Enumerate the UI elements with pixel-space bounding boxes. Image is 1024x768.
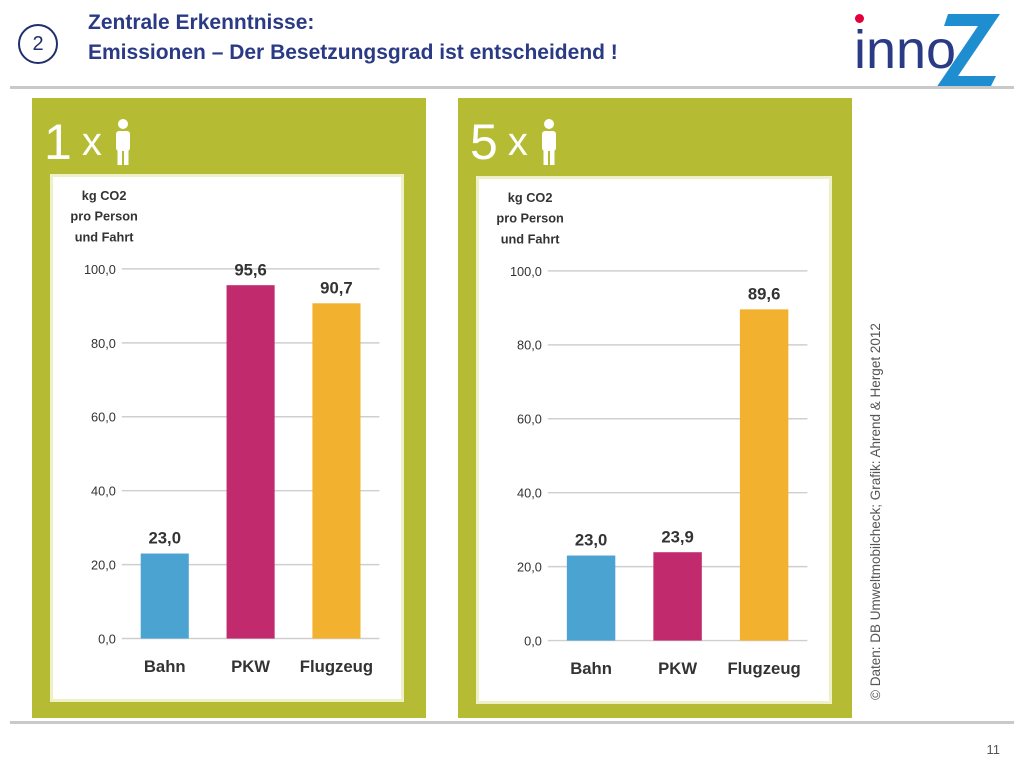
person-icon [115, 119, 130, 165]
value-label-bahn: 23,0 [148, 529, 181, 548]
y-tick-label: 100,0 [510, 264, 542, 279]
person-icon [541, 119, 556, 165]
y-tick-label: 20,0 [91, 558, 116, 573]
y-tick-label: 60,0 [517, 412, 542, 427]
y-axis-title-line: pro Person [496, 211, 563, 226]
category-label-pkw: PKW [231, 657, 270, 676]
value-label-flugzeug: 90,7 [320, 278, 353, 297]
y-tick-label: 100,0 [84, 262, 116, 277]
y-tick-label: 40,0 [91, 484, 116, 499]
panel-heading: 1 x [44, 112, 132, 172]
y-tick-label: 60,0 [91, 410, 116, 425]
bar-chart-1-svg: kg CO2 pro Person und Fahrt 0,0 20,0 40,0 60,0… [70, 188, 380, 676]
footer-divider [10, 721, 1014, 724]
y-axis-title-line: kg CO2 [508, 190, 553, 205]
header-divider [10, 86, 1014, 89]
y-tick-label: 20,0 [517, 560, 542, 575]
y-axis-title-line: und Fahrt [75, 229, 135, 244]
y-tick-label: 80,0 [91, 336, 116, 351]
times-sign: x [81, 120, 102, 164]
data-credit: © Daten: DB Umweltmobilcheck; Grafik: Ah… [868, 323, 883, 700]
y-tick-label: 0,0 [98, 631, 116, 646]
bar-chart-2-svg: kg CO2 pro Person und Fahrt 0,0 20,0 40,0 60,0… [496, 190, 808, 678]
times-sign: x [507, 120, 528, 164]
bar-bahn [140, 553, 189, 639]
bar-chart-2: kg CO2 pro Person und Fahrt 0,0 20,0 40,0 60,0… [476, 176, 832, 704]
y-tick-label: 80,0 [517, 338, 542, 353]
y-tick-label: 0,0 [524, 633, 542, 648]
panel-heading: 5 x [470, 112, 558, 172]
y-axis-title-line: und Fahrt [501, 231, 561, 246]
bar-pkw [653, 552, 702, 641]
bar-flugzeug [739, 309, 789, 641]
category-label-flugzeug: Flugzeug [727, 659, 800, 678]
page-number: 11 [986, 742, 1001, 757]
logo-z-mark [936, 14, 1000, 88]
y-axis-title-line: pro Person [70, 209, 137, 224]
inno-logo: inno [854, 14, 1000, 88]
logo-wordmark: inno [854, 20, 956, 80]
value-label-flugzeug: 89,6 [748, 285, 781, 304]
value-label-pkw: 23,9 [661, 527, 694, 546]
title-line-2: Emissionen – Der Besetzungsgrad ist ents… [88, 41, 618, 64]
category-label-flugzeug: Flugzeug [300, 657, 373, 676]
bar-bahn [566, 555, 616, 641]
y-tick-label: 40,0 [517, 486, 542, 501]
slide-number-badge: 2 [18, 24, 58, 64]
value-label-bahn: 23,0 [575, 531, 608, 550]
panel-occupancy-1: 1 x kg CO2 pro Person und Fahrt 0,0 20,0 40,0… [32, 98, 426, 718]
category-label-pkw: PKW [658, 659, 697, 678]
bar-pkw [226, 285, 275, 639]
category-label-bahn: Bahn [570, 659, 612, 678]
slide-title: Zentrale Erkenntnisse: Emissionen – Der … [88, 8, 618, 68]
category-label-bahn: Bahn [144, 657, 186, 676]
bar-chart-1: kg CO2 pro Person und Fahrt 0,0 20,0 40,0 60,0… [50, 174, 404, 702]
occupancy-number: 1 [44, 114, 72, 170]
title-line-1: Zentrale Erkenntnisse: [88, 11, 315, 34]
occupancy-number: 5 [470, 114, 498, 170]
panel-occupancy-5: 5 x kg CO2 pro Person und Fahrt 0,0 20,0 40,0… [458, 98, 852, 718]
logo-red-dot [855, 14, 864, 23]
bar-flugzeug [312, 303, 361, 639]
value-label-pkw: 95,6 [234, 260, 267, 279]
y-axis-title-line: kg CO2 [82, 188, 127, 203]
